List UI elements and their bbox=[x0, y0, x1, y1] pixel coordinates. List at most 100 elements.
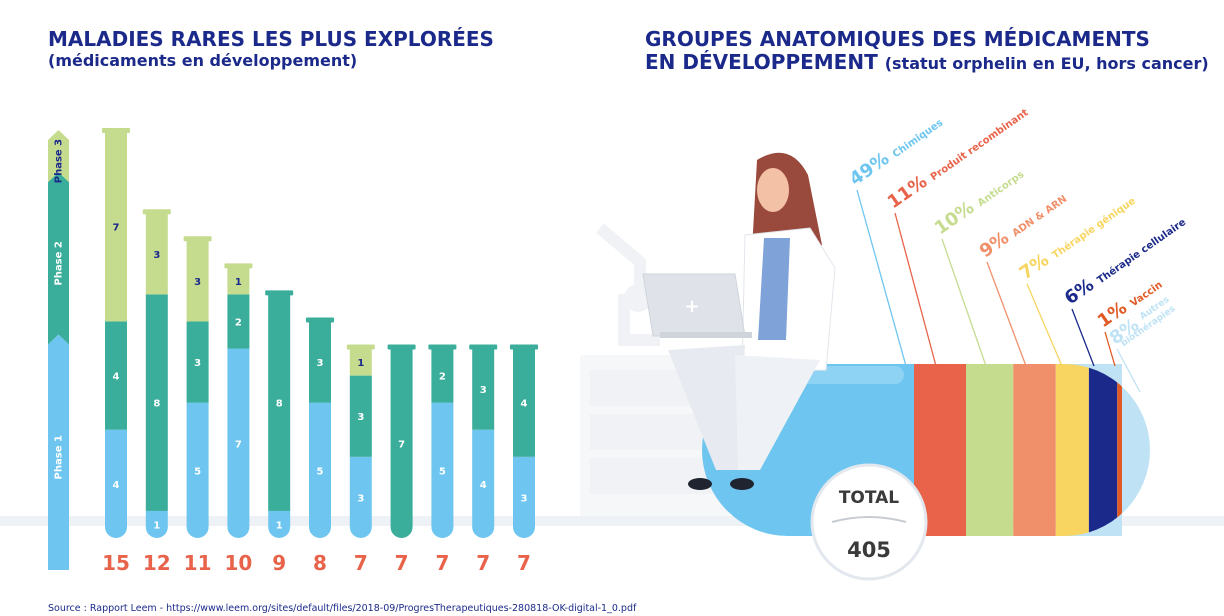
bar-segment bbox=[513, 348, 535, 457]
phase-axis: Phase 3 Phase 2 Phase 1 bbox=[48, 130, 69, 570]
segment-value-label: 7 bbox=[113, 223, 120, 234]
segment-value-label: 5 bbox=[317, 466, 324, 477]
segment-value-label: 8 bbox=[153, 399, 160, 410]
leg bbox=[735, 355, 820, 470]
pill-segment bbox=[1117, 364, 1122, 536]
segment-value-label: 4 bbox=[113, 480, 120, 491]
segment-value-label: 8 bbox=[276, 399, 283, 410]
bar-segment bbox=[309, 402, 331, 538]
leader-line bbox=[986, 261, 1027, 367]
pill-segment bbox=[1088, 364, 1118, 536]
segment-value-label: 3 bbox=[194, 358, 201, 369]
segment-value-label: 4 bbox=[113, 372, 120, 383]
left-chart-subtitle: (médicaments en développement) bbox=[48, 51, 358, 70]
bar-segment bbox=[145, 213, 168, 295]
segment-value-label: 4 bbox=[521, 399, 528, 410]
bar-total-label: 7 bbox=[435, 551, 449, 575]
tube-cap bbox=[142, 209, 171, 215]
bar-segment bbox=[390, 348, 413, 538]
bar-segment bbox=[431, 348, 454, 403]
bar-segment bbox=[472, 429, 495, 538]
tube-cap bbox=[224, 263, 253, 269]
bar-total-label: 7 bbox=[476, 551, 490, 575]
tube-cap bbox=[387, 344, 416, 350]
leader-line bbox=[1104, 331, 1116, 367]
medical-cross-icon: + bbox=[684, 296, 699, 317]
total-badge-circle bbox=[810, 463, 928, 581]
tube-cap bbox=[428, 344, 457, 350]
bar-total-label: 10 bbox=[224, 551, 252, 575]
leader-line bbox=[894, 212, 937, 367]
pill-segment bbox=[1055, 364, 1089, 536]
tube-cap bbox=[265, 290, 294, 296]
segment-value-label: 2 bbox=[439, 372, 446, 383]
phase-1-arrow bbox=[48, 334, 69, 570]
bar-segment bbox=[145, 510, 168, 538]
ground-line bbox=[0, 516, 1224, 526]
segment-value-label: 1 bbox=[235, 277, 242, 288]
bar-total-label: 12 bbox=[143, 551, 171, 575]
bar-total-label: 15 bbox=[102, 551, 130, 575]
tube-cap bbox=[510, 344, 538, 350]
laptop-base bbox=[660, 332, 752, 338]
bar-segment bbox=[145, 294, 168, 511]
tube-cap bbox=[306, 317, 334, 323]
phase-3-arrow bbox=[48, 130, 69, 183]
right-chart-subtitle: (statut orphelin en EU, hors cancer) bbox=[884, 54, 1209, 73]
bar-segment bbox=[105, 321, 127, 430]
face bbox=[757, 168, 789, 212]
total-divider bbox=[831, 516, 907, 523]
scientist-illustration: + bbox=[642, 152, 836, 490]
segment-value-label: 3 bbox=[194, 277, 201, 288]
tube-bar: 3 3 1 7 bbox=[346, 344, 375, 575]
phase-label: Phase 1 bbox=[54, 435, 65, 479]
bar-segment bbox=[105, 132, 127, 322]
segment-value-label: 5 bbox=[194, 466, 201, 477]
segment-value-label: 4 bbox=[480, 480, 487, 491]
tube-bar: 4 4 7 15 bbox=[102, 128, 130, 575]
leader-line bbox=[941, 238, 987, 367]
tube-cap bbox=[346, 344, 375, 350]
leader-line bbox=[1116, 348, 1141, 393]
tube-bar: 3 4 7 bbox=[510, 344, 538, 575]
segment-value-label: 7 bbox=[398, 439, 405, 450]
segment-value-label: 1 bbox=[153, 520, 160, 531]
segment-value-label: 1 bbox=[276, 520, 283, 531]
right-chart-title-line2-text: EN DÉVELOPPEMENT bbox=[645, 50, 878, 74]
phase-label: Phase 3 bbox=[54, 139, 65, 183]
pill-segment-autres bbox=[1064, 364, 1150, 536]
tube-cap bbox=[469, 344, 498, 350]
bar-segment bbox=[349, 456, 372, 538]
leg bbox=[668, 345, 745, 470]
tube-bar: 77 bbox=[387, 344, 416, 575]
right-chart-title-line1: GROUPES ANATOMIQUES DES MÉDICAMENTS bbox=[645, 27, 1150, 51]
bar-total-label: 11 bbox=[184, 551, 212, 575]
segment-value-label: 3 bbox=[317, 358, 324, 369]
bar-segment bbox=[349, 375, 372, 457]
bar-segment bbox=[268, 510, 291, 538]
bar-total-label: 9 bbox=[272, 551, 286, 575]
bar-total-label: 7 bbox=[354, 551, 368, 575]
microscope-stage bbox=[624, 284, 652, 312]
bar-segment bbox=[431, 402, 454, 538]
segment-value-label: 7 bbox=[235, 439, 242, 450]
tube-bar: 5 3 8 bbox=[306, 317, 334, 575]
tube-cap bbox=[102, 128, 130, 133]
bar-segment bbox=[186, 402, 209, 538]
pill-segment bbox=[1013, 364, 1056, 536]
phase-2-arrow bbox=[48, 172, 69, 345]
tube-bar: 1 8 9 bbox=[265, 290, 294, 575]
leader-line bbox=[856, 189, 907, 367]
blouse bbox=[758, 238, 790, 340]
right-chart-title-line2: EN DÉVELOPPEMENT (statut orphelin en EU,… bbox=[645, 50, 1209, 76]
segment-label: 11% Produit recombinant bbox=[884, 101, 1032, 213]
segment-value-label: 2 bbox=[235, 317, 242, 328]
bar-segment bbox=[227, 267, 250, 295]
shoe bbox=[730, 478, 754, 490]
source-footnote: Source : Rapport Leem - https://www.leem… bbox=[48, 603, 637, 614]
shoe bbox=[688, 478, 712, 490]
bar-segment bbox=[513, 456, 535, 538]
phase-label: Phase 2 bbox=[54, 241, 65, 285]
bar-segment bbox=[227, 294, 250, 349]
